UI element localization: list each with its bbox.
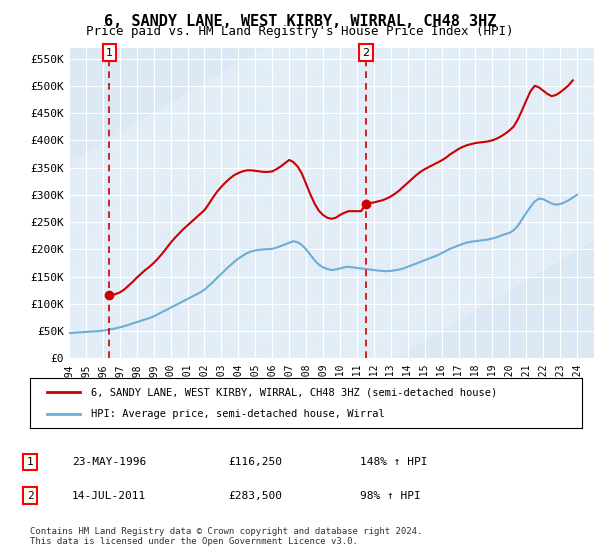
Text: 2: 2 [26, 491, 34, 501]
Text: 6, SANDY LANE, WEST KIRBY, WIRRAL, CH48 3HZ: 6, SANDY LANE, WEST KIRBY, WIRRAL, CH48 … [104, 14, 496, 29]
Text: 1: 1 [26, 457, 34, 467]
Text: £283,500: £283,500 [228, 491, 282, 501]
Text: 2: 2 [362, 48, 370, 58]
Text: 98% ↑ HPI: 98% ↑ HPI [360, 491, 421, 501]
Text: 148% ↑ HPI: 148% ↑ HPI [360, 457, 427, 467]
Text: Price paid vs. HM Land Registry's House Price Index (HPI): Price paid vs. HM Land Registry's House … [86, 25, 514, 38]
Text: 1: 1 [106, 48, 113, 58]
Text: Contains HM Land Registry data © Crown copyright and database right 2024.
This d: Contains HM Land Registry data © Crown c… [30, 526, 422, 546]
Text: HPI: Average price, semi-detached house, Wirral: HPI: Average price, semi-detached house,… [91, 409, 385, 419]
Text: 23-MAY-1996: 23-MAY-1996 [72, 457, 146, 467]
Text: 6, SANDY LANE, WEST KIRBY, WIRRAL, CH48 3HZ (semi-detached house): 6, SANDY LANE, WEST KIRBY, WIRRAL, CH48 … [91, 387, 497, 397]
Text: £116,250: £116,250 [228, 457, 282, 467]
Text: 14-JUL-2011: 14-JUL-2011 [72, 491, 146, 501]
